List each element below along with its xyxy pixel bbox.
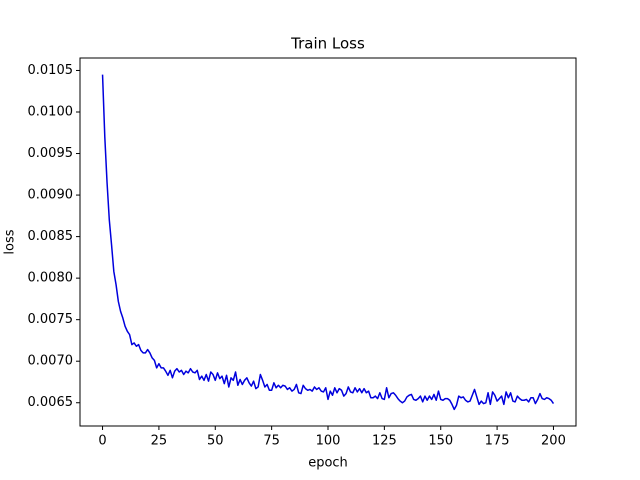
y-tick-label: 0.0100 (28, 104, 74, 119)
y-tick-label: 0.0085 (28, 229, 74, 244)
y-tick-label: 0.0105 (28, 63, 74, 78)
y-tick-label: 0.0090 (28, 188, 74, 203)
y-tick-label: 0.0080 (28, 271, 74, 286)
x-tick-label: 25 (151, 434, 168, 449)
x-tick-label: 200 (541, 434, 566, 449)
x-tick-label: 100 (316, 434, 341, 449)
x-axis-label: epoch (308, 456, 348, 471)
y-tick-label: 0.0065 (28, 395, 74, 410)
y-axis-label: loss (3, 229, 18, 254)
x-tick-label: 50 (207, 434, 224, 449)
x-tick-label: 150 (428, 434, 453, 449)
x-tick-label: 75 (263, 434, 280, 449)
y-tick-label: 0.0095 (28, 146, 74, 161)
y-tick-label: 0.0075 (28, 312, 74, 327)
x-tick-label: 125 (372, 434, 397, 449)
loss-line (101, 74, 555, 411)
axes-frame (79, 57, 577, 427)
chart-title: Train Loss (290, 35, 365, 53)
x-tick-label: 175 (485, 434, 510, 449)
x-tick-label: 0 (98, 434, 106, 449)
y-tick-label: 0.0070 (28, 354, 74, 369)
